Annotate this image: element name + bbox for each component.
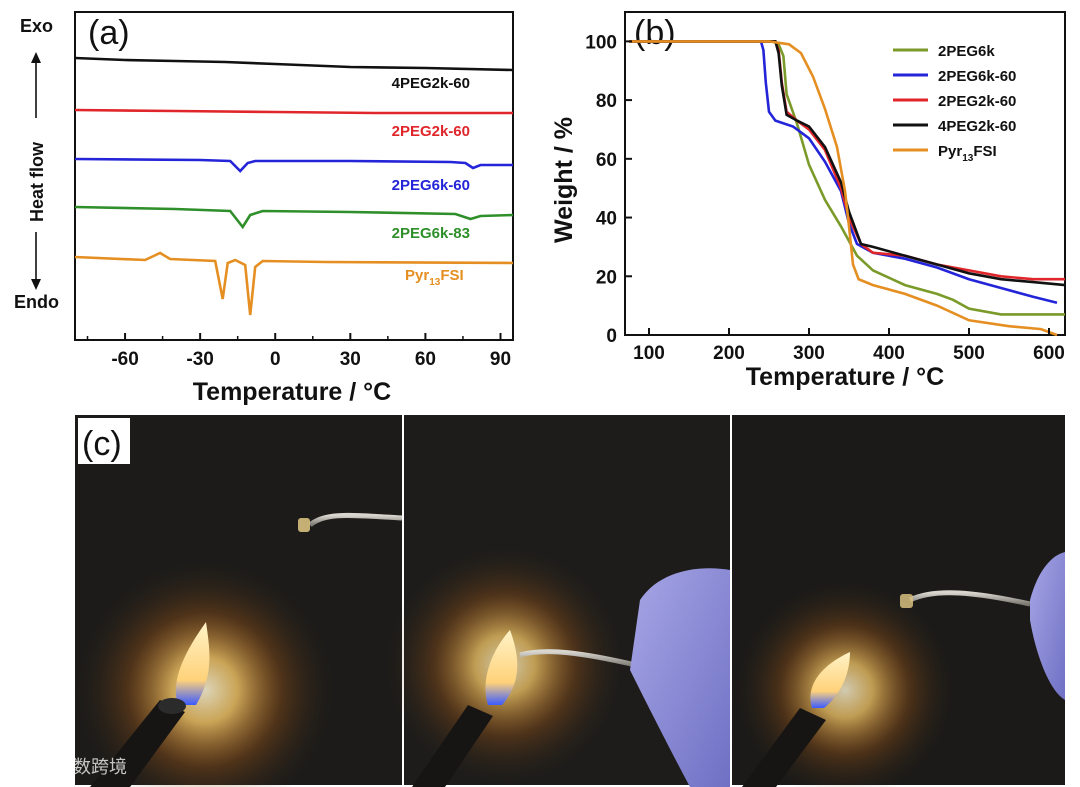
y-tick-label-b: 60: [596, 150, 617, 171]
photo-2-glove: [630, 568, 730, 787]
trace-label-2peg2k-60: 2PEG2k-60: [392, 123, 470, 140]
trace-label-2peg6k-83: 2PEG6k-83: [392, 225, 470, 242]
y-tick-label-b: 0: [606, 326, 617, 347]
photo-1-sample: [298, 518, 310, 532]
photo-1: (c): [75, 415, 403, 787]
y-tick-label-b: 100: [585, 32, 617, 53]
dsc-trace-pyr13fsi: [74, 251, 514, 316]
x-tick-label-a: -60: [111, 349, 138, 370]
dsc-trace-2peg2k-60: [74, 108, 513, 115]
panel-b-xlabel: Temperature / °C: [746, 363, 944, 391]
y-tick-label-b: 40: [596, 209, 617, 230]
photo-1-lighter-tip: [158, 698, 186, 714]
x-tick-label-b: 300: [793, 343, 825, 364]
x-tick-label-b: 500: [953, 343, 985, 364]
trace-label-2peg6k-60: 2PEG6k-60: [392, 177, 470, 194]
x-tick-label-a: 60: [415, 349, 436, 370]
photo-3-lighter: [742, 708, 826, 787]
panel-b-legend: 2PEG6k 2PEG6k-60 2PEG2k-60 4PEG2k-60 Pyr…: [893, 43, 1016, 164]
trace-label-4peg2k-60: 4PEG2k-60: [392, 75, 470, 92]
photo-2: [385, 415, 730, 787]
y-tick-label-b: 20: [596, 267, 617, 288]
x-tick-label-b: 400: [873, 343, 905, 364]
photo-1-lighter: [90, 700, 185, 787]
panel-b-ticks: 100 200 300 400 500 600 0 20 40 60 80 100: [585, 32, 1065, 364]
photo-3: [732, 415, 1065, 787]
endo-label: Endo: [14, 292, 59, 312]
photo-3-flame: [810, 652, 850, 708]
dsc-trace-4peg2k-60: [74, 56, 514, 72]
endo-arrow-head: [31, 279, 41, 290]
panel-b: (b) 100 200 300 400 500 600 0 20 40 60 80 100 2PEG6…: [550, 11, 1066, 391]
y-tick-label-b: 80: [596, 91, 617, 112]
photo-3-glove: [1030, 552, 1065, 700]
photo-3-tweezers: [908, 590, 1031, 607]
photo-2-flame: [485, 630, 518, 705]
trace-label-pyr13fsi: Pyr13FSI: [405, 267, 464, 288]
dsc-trace-2peg6k-83: [74, 205, 514, 230]
panel-b-traces: [629, 40, 1066, 337]
legend-4peg2k-60: 4PEG2k-60: [938, 118, 1016, 135]
x-tick-label-b: 100: [633, 343, 665, 364]
photo-2-tweezers: [519, 649, 641, 669]
panel-a-ticks: -60 -30 0 30 60 90: [86, 333, 511, 370]
legend-2peg2k-60: 2PEG2k-60: [938, 93, 1016, 110]
legend-2peg6k-60: 2PEG6k-60: [938, 68, 1016, 85]
exo-label: Exo: [20, 16, 53, 36]
x-tick-label-b: 200: [713, 343, 745, 364]
watermark-text: 大数跨境: [55, 757, 127, 777]
x-tick-label-a: 90: [490, 349, 511, 370]
tga-trace-2peg6k: [629, 40, 1065, 316]
photo-1-tweezers: [308, 512, 403, 527]
panel-b-frame: [624, 11, 1066, 336]
panel-c-label-box: [78, 418, 130, 464]
heat-flow-label: Heat flow: [27, 141, 47, 222]
panel-a-xlabel: Temperature / °C: [193, 378, 391, 406]
photo-2-lighter: [412, 705, 493, 787]
panel-c: (c) 大数跨境: [13, 415, 1065, 787]
x-tick-label-b: 600: [1033, 343, 1065, 364]
dsc-trace-2peg6k-60: [74, 157, 513, 173]
panel-b-ylabel: Weight / %: [550, 117, 578, 243]
tga-trace-pyr13fsi: [629, 40, 1058, 337]
panel-a-frame: [74, 11, 514, 341]
watermark-icon: [13, 757, 31, 775]
panel-a: (a) -60 -30 0 30 60 90 4PEG2k-60 2PEG2k-60 2P…: [14, 11, 514, 406]
panel-c-label: (c): [82, 425, 122, 463]
panel-a-traces: [74, 56, 514, 316]
legend-pyr13fsi: Pyr13FSI: [938, 143, 997, 164]
photo-1-flame: [175, 622, 210, 705]
x-tick-label-a: 0: [270, 349, 281, 370]
panel-a-label: (a): [88, 14, 130, 52]
panel-b-label: (b): [634, 14, 676, 52]
legend-2peg6k: 2PEG6k: [938, 43, 995, 60]
x-tick-label-a: -30: [186, 349, 213, 370]
exo-arrow-head: [31, 52, 41, 63]
x-tick-label-a: 30: [340, 349, 361, 370]
photo-3-sample: [900, 594, 913, 608]
